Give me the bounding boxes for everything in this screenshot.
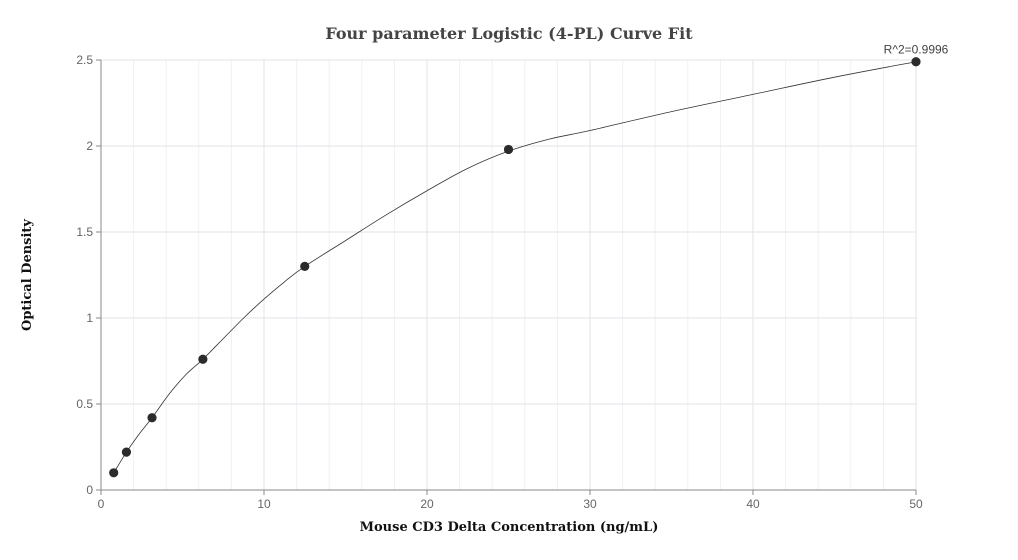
- data-point: [911, 57, 921, 67]
- x-tick-label: 50: [909, 497, 923, 511]
- data-point: [503, 144, 514, 155]
- axes: [100, 60, 916, 491]
- x-tick-label: 30: [583, 497, 597, 511]
- y-tick-label: 2.5: [76, 53, 93, 67]
- y-tick-label: 1: [86, 311, 93, 325]
- chart-title: Four parameter Logistic (4-PL) Curve Fit: [325, 24, 693, 43]
- r-squared-annotation: R^2=0.9996: [884, 43, 949, 57]
- data-point: [300, 261, 310, 271]
- data-point: [121, 447, 132, 457]
- data-points: [109, 57, 921, 478]
- x-axis-title: Mouse CD3 Delta Concentration (ng/mL): [360, 520, 659, 535]
- x-tick-label: 20: [420, 497, 434, 511]
- tick-labels: 0 10 20 30 40 50 0 0.5 1 1.5 2 2.5: [76, 53, 923, 511]
- y-tick-label: 1.5: [76, 225, 93, 239]
- x-tick-label: 0: [98, 497, 105, 511]
- x-tick-label: 10: [257, 497, 271, 511]
- grid: [100, 59, 917, 491]
- y-tick-label: 2: [86, 139, 93, 153]
- data-point: [198, 354, 208, 364]
- y-tick-label: 0.5: [76, 397, 93, 411]
- data-point: [147, 413, 157, 423]
- y-axis-title: Optical Density: [20, 219, 35, 331]
- fit-curve: [113, 61, 917, 474]
- y-tick-label: 0: [86, 483, 93, 497]
- data-point: [109, 468, 119, 478]
- x-tick-label: 40: [746, 497, 760, 511]
